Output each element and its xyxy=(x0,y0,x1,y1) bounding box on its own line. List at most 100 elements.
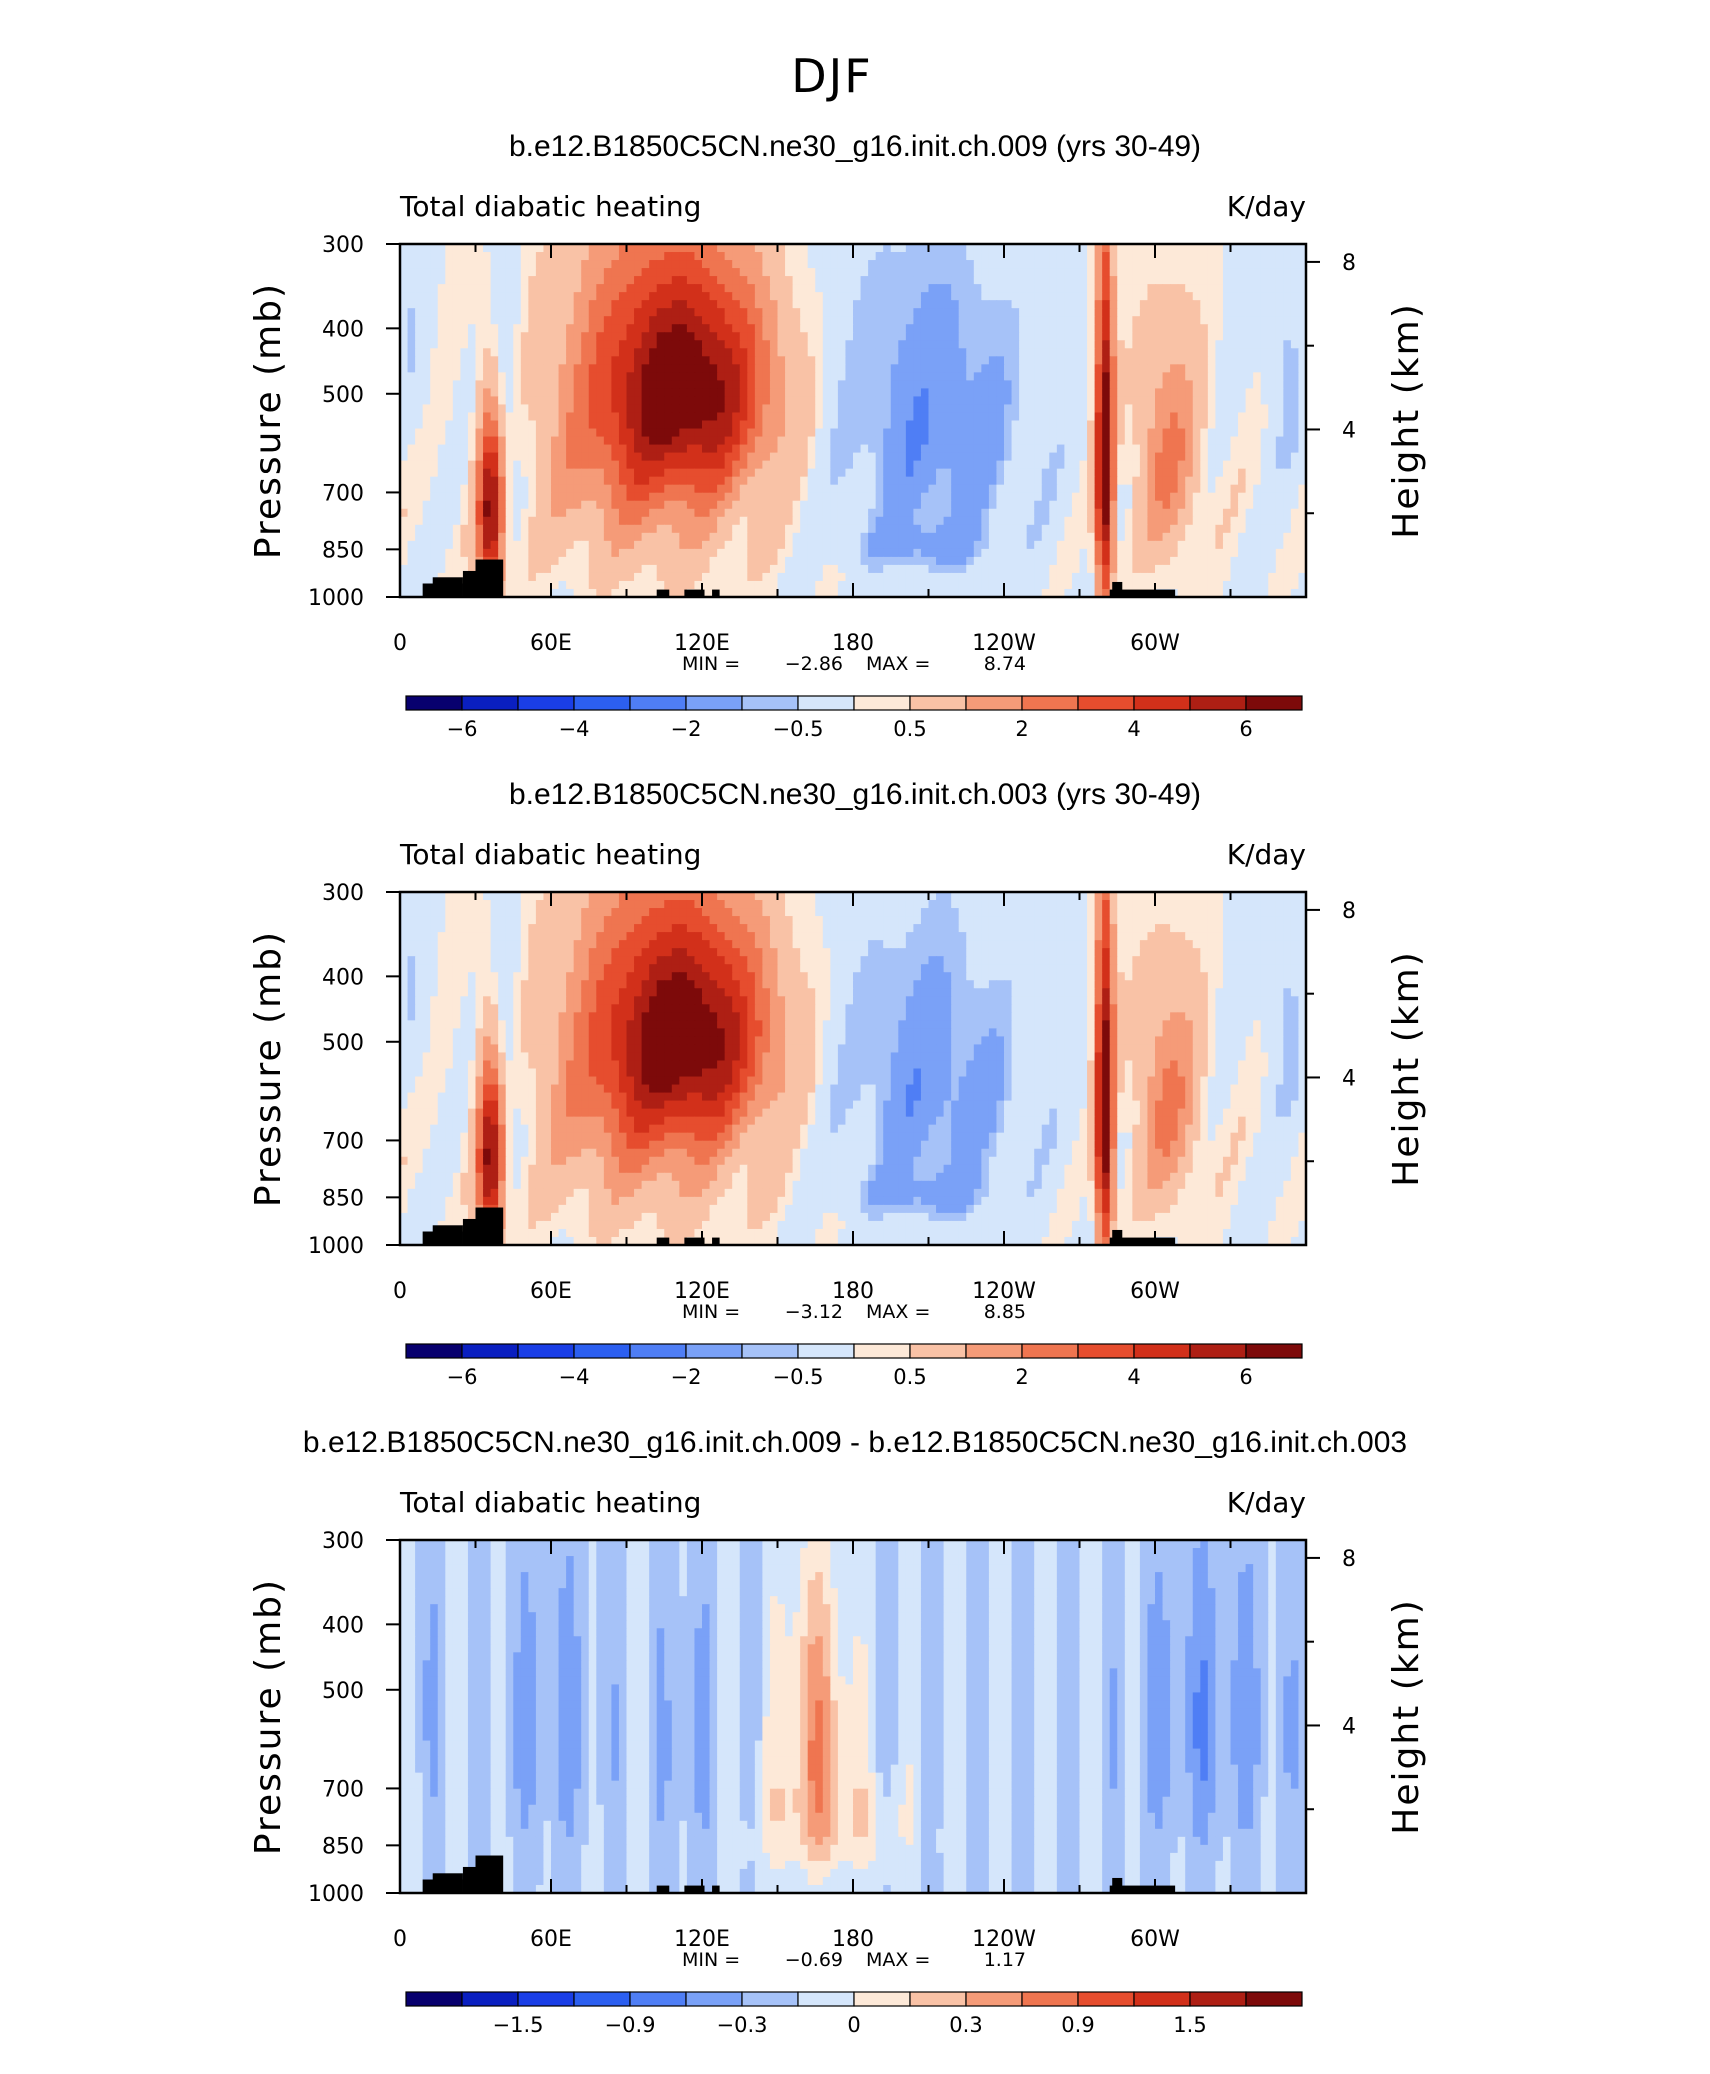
field-cell xyxy=(739,444,748,454)
field-cell xyxy=(490,308,499,317)
field-cell xyxy=(792,532,801,542)
field-cell xyxy=(913,276,922,285)
field-cell xyxy=(913,508,922,518)
field-cell xyxy=(618,532,628,542)
field-cell xyxy=(1162,548,1171,558)
field-cell xyxy=(1147,372,1156,381)
field-cell xyxy=(860,380,869,390)
field-cell xyxy=(928,556,937,566)
field-cell xyxy=(762,548,771,558)
field-cell xyxy=(1222,308,1232,317)
field-cell xyxy=(1275,540,1284,550)
field-cell xyxy=(1071,380,1081,390)
field-cell xyxy=(1147,340,1156,349)
field-cell xyxy=(966,316,975,325)
field-cell xyxy=(958,332,967,341)
field-cell xyxy=(988,372,998,381)
field-cell xyxy=(913,532,922,542)
field-cell xyxy=(1192,444,1201,454)
field-cell xyxy=(1094,340,1103,349)
field-cell xyxy=(1026,492,1035,502)
field-cell xyxy=(1283,540,1292,550)
field-cell xyxy=(973,284,982,293)
field-cell xyxy=(920,548,930,558)
field-cell xyxy=(777,292,786,301)
field-cell xyxy=(958,300,967,309)
field-cell xyxy=(1200,324,1209,333)
field-cell xyxy=(868,332,877,341)
field-cell xyxy=(724,468,733,478)
field-cell xyxy=(1200,556,1209,566)
field-cell xyxy=(769,364,779,373)
field-cell xyxy=(1185,324,1194,333)
field-cell xyxy=(1170,524,1179,534)
field-cell xyxy=(928,500,937,510)
field-cell xyxy=(671,428,680,438)
field-cell xyxy=(535,500,545,510)
field-cell xyxy=(490,460,499,470)
field-cell xyxy=(988,524,998,534)
field-cell xyxy=(762,388,771,398)
field-cell xyxy=(1041,316,1050,325)
field-cell xyxy=(415,276,424,285)
field-cell xyxy=(1004,484,1013,494)
field-cell xyxy=(490,316,499,325)
field-cell xyxy=(513,508,522,518)
field-cell xyxy=(437,396,446,406)
field-cell xyxy=(498,380,507,390)
field-cell xyxy=(800,468,809,478)
field-cell xyxy=(1245,324,1254,333)
field-cell xyxy=(875,492,884,502)
field-cell xyxy=(807,500,816,510)
field-cell xyxy=(1056,300,1065,309)
field-cell xyxy=(430,548,439,558)
field-cell xyxy=(1034,444,1043,454)
field-cell xyxy=(1170,484,1179,494)
field-cell xyxy=(581,412,590,422)
field-cell xyxy=(996,460,1005,470)
field-cell xyxy=(671,492,680,502)
field-cell xyxy=(837,388,847,398)
field-cell xyxy=(732,516,741,526)
field-cell xyxy=(875,284,884,293)
field-cell xyxy=(573,532,582,542)
field-cell xyxy=(785,396,794,406)
field-cell xyxy=(981,508,990,518)
field-cell xyxy=(490,412,499,422)
field-cell xyxy=(1283,388,1292,398)
field-cell xyxy=(1283,372,1292,381)
field-cell xyxy=(573,404,582,414)
field-cell xyxy=(1034,308,1043,317)
field-cell xyxy=(845,452,854,462)
field-cell xyxy=(1026,260,1035,269)
field-cell xyxy=(1064,492,1073,502)
field-cell xyxy=(1079,332,1088,341)
field-cell xyxy=(1056,372,1065,381)
field-cell xyxy=(603,268,612,277)
field-cell xyxy=(671,476,680,486)
field-cell xyxy=(973,484,982,494)
field-cell xyxy=(618,252,628,261)
field-cell xyxy=(1011,308,1020,317)
field-cell xyxy=(868,292,877,301)
field-cell xyxy=(618,284,628,293)
field-cell xyxy=(1260,484,1269,494)
field-cell xyxy=(1290,412,1300,422)
field-cell xyxy=(407,364,416,373)
field-cell xyxy=(1200,276,1209,285)
field-cell xyxy=(467,300,477,309)
field-cell xyxy=(1094,516,1103,526)
field-cell xyxy=(505,340,514,349)
field-cell xyxy=(792,372,801,381)
field-cell xyxy=(785,372,794,381)
field-cell xyxy=(724,540,733,550)
field-cell xyxy=(1290,380,1300,390)
field-cell xyxy=(664,396,673,406)
field-cell xyxy=(1260,260,1269,269)
field-cell xyxy=(800,460,809,470)
field-cell xyxy=(679,268,688,277)
field-cell xyxy=(558,484,567,494)
field-cell xyxy=(581,540,590,550)
field-cell xyxy=(1109,348,1118,357)
field-cell xyxy=(551,324,560,333)
